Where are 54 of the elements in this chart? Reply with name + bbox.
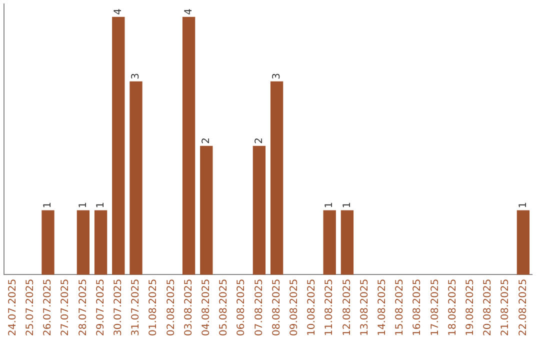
x-tick-label: 08.08.2025 <box>271 278 282 336</box>
bar <box>516 210 530 275</box>
x-tick-label: 14.08.2025 <box>376 278 388 336</box>
x-tick-label: 12.08.2025 <box>342 278 353 336</box>
bar <box>182 16 196 275</box>
x-tick-label: 07.08.2025 <box>254 278 265 336</box>
data-label: 2 <box>200 137 212 144</box>
bar <box>200 146 213 275</box>
data-label: 1 <box>518 202 529 208</box>
x-tick-label: 15.08.2025 <box>394 278 406 336</box>
data-label: 1 <box>324 202 336 208</box>
bar <box>94 210 108 275</box>
data-label: 2 <box>254 137 265 144</box>
x-tick-label: 04.08.2025 <box>200 278 212 336</box>
x-tick-label: 16.08.2025 <box>412 278 424 336</box>
x-tick-label: 02.08.2025 <box>166 278 177 336</box>
x-tick-label: 03.08.2025 <box>183 278 194 336</box>
x-tick-label: 09.08.2025 <box>288 278 300 336</box>
x-tick-label: 31.07.2025 <box>130 278 142 336</box>
data-label: 1 <box>342 202 353 208</box>
data-label: 1 <box>42 202 54 208</box>
x-tick-label: 22.08.2025 <box>518 278 529 336</box>
x-tick-label: 13.08.2025 <box>359 278 370 336</box>
bar <box>112 16 125 275</box>
x-tick-label: 17.08.2025 <box>430 278 441 336</box>
data-label: 3 <box>271 72 282 80</box>
bar <box>130 81 142 275</box>
x-tick-label: 28.07.2025 <box>78 278 89 336</box>
x-tick-label: 21.08.2025 <box>500 278 512 336</box>
bar <box>323 210 336 275</box>
bar <box>42 210 54 275</box>
x-tick-label: 29.07.2025 <box>95 278 106 336</box>
x-tick-label: 10.08.2025 <box>306 278 318 336</box>
x-tick-label: 11.08.2025 <box>324 278 336 336</box>
data-label: 1 <box>95 202 106 208</box>
x-tick-label: 20.08.2025 <box>482 278 494 336</box>
data-label: 1 <box>78 202 89 208</box>
data-label: 4 <box>183 8 194 15</box>
x-tick-label: 19.08.2025 <box>464 278 476 336</box>
x-tick-label: 26.07.2025 <box>42 278 54 336</box>
data-label: 3 <box>130 72 142 80</box>
bar <box>340 210 354 275</box>
x-tick-label: 27.07.2025 <box>60 278 72 336</box>
x-tick-label: 24.07.2025 <box>7 278 18 336</box>
bar <box>270 81 284 275</box>
data-label: 4 <box>112 8 124 15</box>
x-tick-label: 25.07.2025 <box>24 278 36 336</box>
bar <box>76 210 90 275</box>
x-tick-label: 01.08.2025 <box>148 278 160 336</box>
bar <box>252 146 266 275</box>
x-tick-label: 30.07.2025 <box>112 278 124 336</box>
x-tick-label: 06.08.2025 <box>236 278 248 336</box>
x-tick-label: 18.08.2025 <box>447 278 458 336</box>
x-tick-label: 05.08.2025 <box>218 278 230 336</box>
